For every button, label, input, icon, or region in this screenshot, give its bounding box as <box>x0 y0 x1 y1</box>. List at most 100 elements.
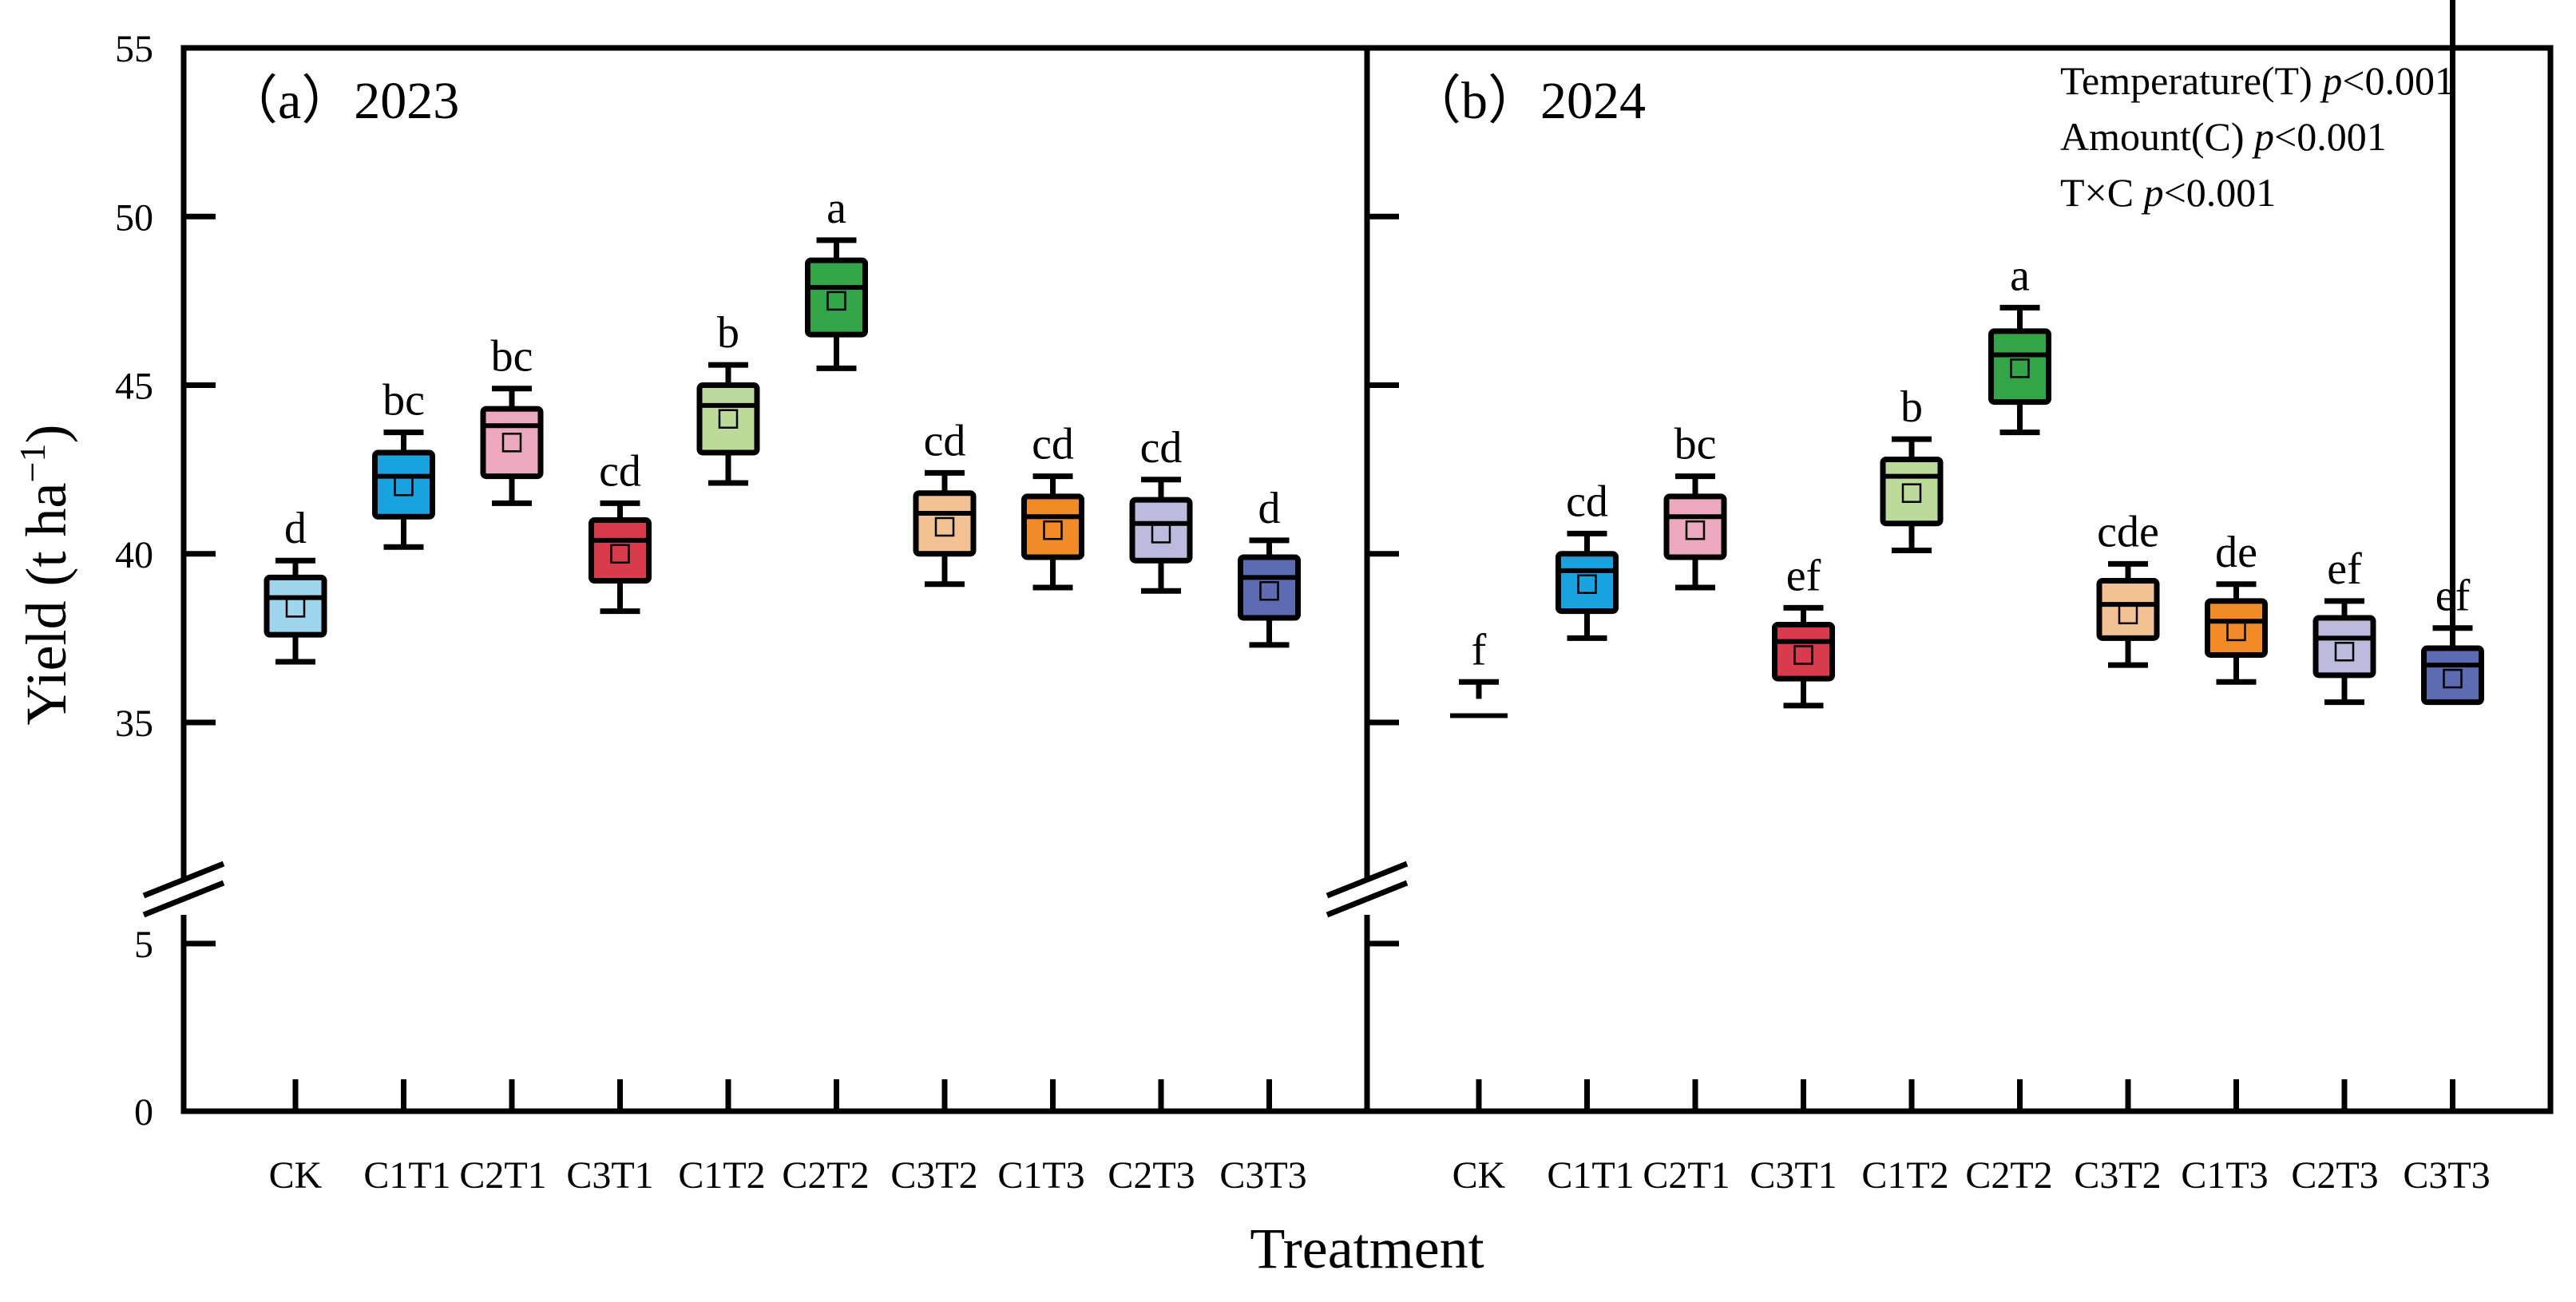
box-body <box>805 257 868 338</box>
significance-letter: cd <box>1032 420 1074 469</box>
x-tick-label: C3T1 <box>1750 1154 1837 1197</box>
y-tick-label: 5 <box>134 924 153 966</box>
box-body <box>1238 554 1301 621</box>
x-tick-label: CK <box>269 1154 323 1197</box>
stats-p-symbol: p <box>2142 170 2164 215</box>
stats-p-value: <0.001 <box>2164 170 2277 215</box>
significance-letter: f <box>1472 625 1487 675</box>
significance-letter: cd <box>1566 477 1608 526</box>
y-tick-label: 0 <box>134 1091 153 1134</box>
box-body <box>1021 493 1084 560</box>
y-tick-label: 50 <box>115 196 153 239</box>
box-mean-marker <box>1151 524 1171 544</box>
box-body <box>480 406 544 480</box>
box-mean-marker <box>1685 520 1706 540</box>
y-axis-title: Yield (t ha−1) <box>12 425 78 726</box>
x-tick-label: C1T1 <box>1547 1154 1634 1197</box>
significance-letter: b <box>1900 382 1923 432</box>
x-tick-label: C3T2 <box>890 1154 977 1197</box>
axis-break-mark <box>142 861 225 899</box>
x-tick-label: CK <box>1452 1154 1506 1197</box>
box-body <box>264 574 327 638</box>
x-axis-title: Treatment <box>1250 1217 1484 1280</box>
x-tick-label: C2T2 <box>1965 1154 2052 1197</box>
panel-a-title: （a）2023 <box>225 72 459 130</box>
x-tick-label: C3T1 <box>566 1154 653 1197</box>
box-body <box>589 517 652 584</box>
stats-p-value: <0.001 <box>2274 114 2387 159</box>
x-tick-label: C1T1 <box>363 1154 450 1197</box>
box-mean-marker <box>394 477 414 497</box>
box-body <box>1772 621 1835 682</box>
box-mean-marker <box>1577 574 1597 595</box>
axis-break-mark <box>1326 880 1409 918</box>
box-mean-marker <box>934 516 955 537</box>
y-tick-label: 35 <box>115 702 153 745</box>
y-tick-label: 40 <box>115 534 153 576</box>
box-body <box>1880 456 1944 527</box>
box-body <box>1556 551 1619 615</box>
significance-letter: cde <box>2097 507 2159 556</box>
box-body <box>1988 328 2051 406</box>
y-tick-label: 45 <box>115 366 153 408</box>
box-body <box>2421 645 2484 706</box>
axis-break-mark <box>142 880 225 918</box>
panel-b-title: （b）2024 <box>1409 72 1646 130</box>
box-body <box>1663 493 1727 560</box>
box-mean-marker <box>2010 358 2030 378</box>
box-body <box>913 490 977 557</box>
box-mean-marker <box>1901 483 1922 503</box>
significance-letter: cd <box>1140 423 1183 473</box>
significance-letter: d <box>284 504 307 553</box>
box-body <box>696 382 760 456</box>
box-mean-marker <box>2118 604 2138 625</box>
x-tick-label: C1T2 <box>1861 1154 1948 1197</box>
significance-letter: a <box>2010 251 2030 300</box>
box-mean-marker <box>501 433 522 453</box>
box-body <box>372 449 435 520</box>
y-axis: 0 5 35 40 45 50 55 <box>115 28 2455 1134</box>
box-mean-marker <box>610 544 630 564</box>
x-tick-label: C3T2 <box>2074 1154 2161 1197</box>
x-tick-label: C3T3 <box>1219 1154 1306 1197</box>
x-tick-label: C3T3 <box>2403 1154 2490 1197</box>
box-body <box>2312 615 2376 679</box>
box-mean-marker <box>285 598 306 618</box>
significance-letter: ef <box>1786 551 1821 600</box>
significance-letter: b <box>717 308 739 358</box>
significance-letter: bc <box>491 332 533 382</box>
stats-p-symbol: p <box>2320 58 2342 103</box>
stats-temperature-label: Temperature(T) <box>2060 58 2322 103</box>
stats-interaction: T×C p<0.001 <box>2060 170 2276 215</box>
box-body <box>1129 497 1193 564</box>
box-mean-marker <box>1259 580 1279 601</box>
box-mean-marker <box>826 291 846 311</box>
significance-letter: bc <box>1674 420 1717 469</box>
significance-letter: de <box>2215 528 2257 577</box>
y-axis-title-text: Yield (t ha <box>14 483 78 726</box>
stats-temperature: Temperature(T) p<0.001 <box>2060 58 2455 103</box>
y-tick-label: 55 <box>115 28 153 70</box>
significance-letter: ef <box>2327 544 2362 594</box>
stats-interaction-label: T×C <box>2060 170 2144 215</box>
box-mean-marker <box>718 409 739 429</box>
box-mean-marker <box>2226 621 2246 642</box>
significance-letter: bc <box>382 376 425 425</box>
significance-letter: d <box>1258 484 1281 533</box>
y-axis-title-close: ) <box>14 425 78 444</box>
stats-amount-label: Amount(C) <box>2060 114 2254 159</box>
significance-letter: a <box>826 184 846 233</box>
box-mean-marker <box>2334 642 2355 662</box>
box-mean-marker <box>1793 645 1813 665</box>
x-tick-label: C2T1 <box>459 1154 546 1197</box>
x-tick-label: C1T2 <box>678 1154 765 1197</box>
x-tick-label: C2T3 <box>2291 1154 2378 1197</box>
box-body <box>2205 598 2268 659</box>
stats-p-symbol: p <box>2252 114 2274 159</box>
category-labels: CK C1T1 C2T1 C3T1 C1T2 C2T2 C3T2 C1T3 C2T3 C3T3 CK… <box>269 1154 2491 1197</box>
stats-amount: Amount(C) p<0.001 <box>2060 114 2387 159</box>
stats-p-value: <0.001 <box>2342 58 2455 103</box>
significance-letter: cd <box>599 446 641 496</box>
